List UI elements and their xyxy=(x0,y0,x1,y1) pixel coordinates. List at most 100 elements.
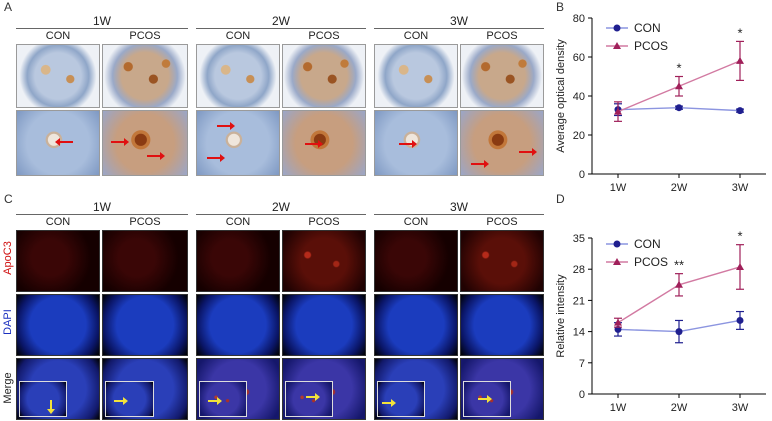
group-pcos-2w-c: PCOS xyxy=(308,216,340,228)
y-tick-label: 0 xyxy=(579,169,585,181)
ihc-zoom-con-1w xyxy=(16,110,100,176)
row-label-merge: Merge xyxy=(2,372,14,404)
merge-pcos-3w xyxy=(460,358,544,420)
arrow-icon xyxy=(519,148,537,156)
week-header-2w-c: 2W xyxy=(272,200,290,214)
panel-label-a: A xyxy=(4,0,13,14)
data-point-pcos xyxy=(675,82,683,90)
ihc-overview-con-2w xyxy=(196,44,280,108)
ihc-overview-con-3w xyxy=(374,44,458,108)
legend-marker xyxy=(613,42,621,49)
arrow-icon xyxy=(399,140,417,148)
group-pcos-1w-c: PCOS xyxy=(129,216,161,228)
group-con-2w-c: CON xyxy=(225,216,251,228)
legend-marker xyxy=(613,240,621,248)
merge-inset xyxy=(19,381,67,417)
apoc3-con-2w xyxy=(196,230,280,292)
data-point-con xyxy=(675,328,683,336)
x-tick-label: 3W xyxy=(732,402,749,414)
x-tick-label: 2W xyxy=(671,402,688,414)
arrow-icon xyxy=(59,141,73,143)
arrow-icon xyxy=(147,152,165,160)
group-pcos-1w: PCOS xyxy=(129,30,161,42)
merge-inset xyxy=(463,381,511,417)
row-label-dapi: DAPI xyxy=(2,309,14,335)
merge-inset xyxy=(199,381,247,417)
ihc-zoom-pcos-3w xyxy=(460,110,544,176)
group-con-2w: CON xyxy=(225,30,251,42)
merge-con-3w xyxy=(374,358,458,420)
ihc-overview-pcos-2w xyxy=(282,44,366,108)
ihc-zoom-pcos-2w xyxy=(282,110,366,176)
group-con-1w: CON xyxy=(45,30,71,42)
apoc3-pcos-3w xyxy=(460,230,544,292)
ihc-zoom-con-2w xyxy=(196,110,280,176)
chart-b: 0 20 40 60 80 1W 2W 3W Average optical density * *… xyxy=(555,13,766,192)
dapi-pcos-3w xyxy=(460,294,544,356)
dapi-con-1w xyxy=(16,294,100,356)
data-point-con xyxy=(736,107,744,115)
data-point-con xyxy=(736,316,744,324)
week-header-3w-a: 3W xyxy=(450,14,468,28)
data-point-pcos xyxy=(736,56,744,64)
apoc3-pcos-2w xyxy=(282,230,366,292)
y-tick-label: 80 xyxy=(573,13,585,25)
dapi-con-3w xyxy=(374,294,458,356)
y-tick-label: 21 xyxy=(573,295,585,307)
y-axis-label: Relative intensity xyxy=(555,274,567,358)
y-tick-label: 28 xyxy=(573,264,585,276)
divider xyxy=(196,28,366,29)
data-point-pcos xyxy=(675,280,683,288)
y-tick-label: 35 xyxy=(573,233,585,245)
merge-inset xyxy=(105,381,154,417)
divider xyxy=(374,28,544,29)
legend-marker xyxy=(613,24,621,32)
dapi-con-2w xyxy=(196,294,280,356)
legend-marker xyxy=(613,258,621,265)
divider xyxy=(16,214,188,215)
apoc3-con-3w xyxy=(374,230,458,292)
arrow-icon xyxy=(382,399,396,407)
apoc3-pcos-1w xyxy=(102,230,188,292)
ihc-zoom-pcos-1w xyxy=(102,110,188,176)
group-con-3w-c: CON xyxy=(403,216,429,228)
data-point-pcos xyxy=(614,318,622,326)
significance-label: * xyxy=(737,229,742,244)
arrow-icon xyxy=(50,400,52,410)
legend-label-pcos: PCOS xyxy=(634,39,668,53)
panel-label-d: D xyxy=(556,192,565,206)
merge-con-2w xyxy=(196,358,280,420)
row-label-apoc3: ApoC3 xyxy=(2,241,14,275)
divider xyxy=(196,214,366,215)
data-point-pcos xyxy=(736,262,744,270)
panel-label-c: C xyxy=(4,192,13,206)
group-con-1w-c: CON xyxy=(45,216,71,228)
arrow-icon xyxy=(478,395,492,403)
significance-label: * xyxy=(676,61,681,76)
merge-con-1w xyxy=(16,358,100,420)
week-header-3w-c: 3W xyxy=(450,200,468,214)
merge-inset xyxy=(285,381,333,417)
legend-label-pcos: PCOS xyxy=(634,255,668,269)
arrow-icon xyxy=(208,397,222,405)
week-header-2w-a: 2W xyxy=(272,14,290,28)
ihc-zoom-con-3w xyxy=(374,110,458,176)
y-tick-label: 0 xyxy=(579,389,585,401)
week-header-1w-a: 1W xyxy=(93,14,111,28)
merge-pcos-1w xyxy=(102,358,188,420)
arrow-icon xyxy=(207,154,225,162)
ihc-overview-pcos-1w xyxy=(102,44,188,108)
panel-label-b: B xyxy=(556,0,565,14)
legend-label-con: CON xyxy=(634,237,661,251)
divider xyxy=(16,28,188,29)
y-tick-label: 60 xyxy=(573,52,585,64)
group-con-3w: CON xyxy=(403,30,429,42)
group-pcos-2w: PCOS xyxy=(308,30,340,42)
merge-inset xyxy=(377,381,425,417)
y-tick-label: 7 xyxy=(579,358,585,370)
apoc3-con-1w xyxy=(16,230,100,292)
x-tick-label: 1W xyxy=(610,182,627,192)
divider xyxy=(374,214,544,215)
arrow-icon xyxy=(114,397,128,405)
